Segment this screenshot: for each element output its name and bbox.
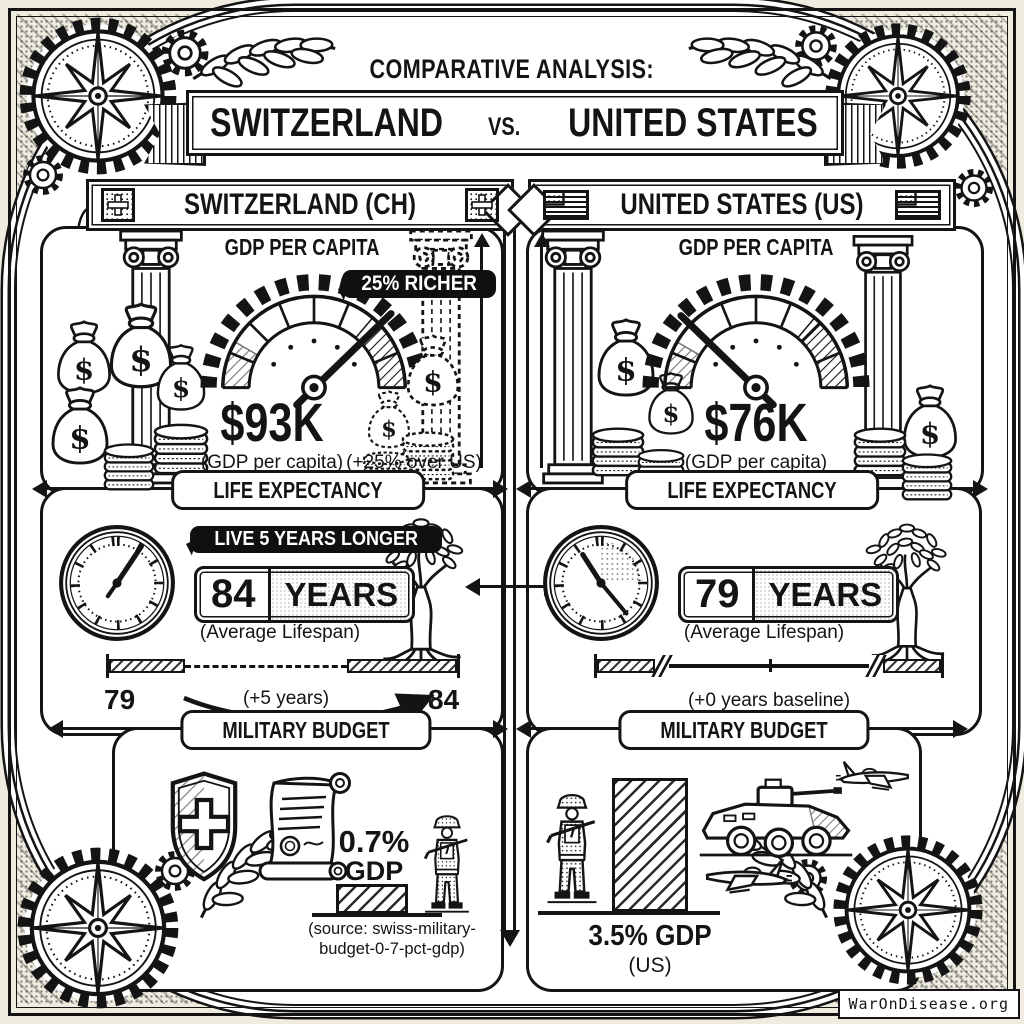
ch-gdp-value: $93K [207, 392, 336, 454]
banner-kicker-label: COMPARATIVE ANALYSIS: [369, 54, 655, 84]
us-gdp-title-label: GDP PER CAPITA [678, 234, 834, 260]
armored-vehicle-icon [696, 770, 856, 860]
coin-stack-icon [100, 440, 158, 492]
compare-arrow [465, 577, 559, 596]
us-life-scale [594, 654, 944, 678]
ch-gdp-note: (+25% over US) [346, 452, 482, 473]
header-switzerland-label: SWITZERLAND (CH) [184, 188, 416, 221]
us-military-value-label: 3.5% GDP [588, 920, 712, 952]
header-united-states: UNITED STATES (US) [507, 179, 956, 237]
ch-life-unit: YEARS [270, 569, 413, 620]
ch-life-caption: (Average Lifespan) [199, 622, 361, 643]
us-gdp-value-label: $76K [704, 393, 808, 453]
title-part-1: SWITZERLAND [210, 100, 444, 145]
ch-life-plate: 84 YEARS [194, 566, 416, 623]
header-united-states-label: UNITED STATES (US) [620, 188, 864, 221]
gear-icon [20, 152, 66, 198]
scale-bar [883, 659, 941, 673]
ch-gdp-title: GDP PER CAPITA [205, 234, 398, 261]
ch-military-title: MILITARY BUDGET [180, 710, 432, 750]
us-military-value: 3.5% GDP [582, 920, 719, 953]
ch-gdp-badge-label: 25% RICHER [361, 272, 477, 295]
ch-budget-baseline [312, 913, 442, 917]
ch-military-unit: GDP [344, 856, 404, 886]
ch-life-delta: (+5 years) [242, 688, 330, 709]
ch-military-value: 0.7% [338, 824, 410, 859]
ch-gdp-value-label: $93K [220, 393, 324, 453]
scale-tick [106, 654, 109, 678]
us-flag-icon [895, 190, 941, 220]
us-life-value: 79 [681, 569, 755, 620]
us-life-caption: (Average Lifespan) [683, 622, 845, 643]
center-divider [503, 226, 516, 932]
ch-military-source-1: (source: swiss-military- [308, 920, 476, 938]
up-arrow [473, 233, 490, 468]
gdp-gauge-us-icon [634, 266, 878, 409]
us-life-title-label: LIFE EXPECTANCY [667, 477, 837, 503]
clock-ch-icon [56, 522, 178, 644]
scale-break [651, 655, 673, 677]
watermark: WarOnDisease.org [837, 989, 1020, 1019]
ch-gdp-caption: (GDP per capita) [200, 452, 344, 473]
us-life-unit: YEARS [754, 569, 897, 620]
us-military-title-label: MILITARY BUDGET [660, 717, 828, 743]
inner-frame [16, 16, 1008, 1008]
fighter-jet-icon [700, 848, 792, 902]
title-part-2: UNITED STATES [567, 100, 818, 145]
ch-life-scale [106, 654, 460, 678]
scale-break [865, 655, 887, 677]
ch-life-badge: LIVE 5 YEARS LONGER [190, 526, 443, 553]
us-life-plate: 79 YEARS [678, 566, 900, 623]
shield-cross-icon [156, 764, 252, 884]
scale-tick [941, 654, 944, 678]
header-switzerland: SWITZERLAND (CH) [86, 179, 535, 237]
divider-down-arrow [499, 930, 520, 947]
scale-bar [109, 659, 185, 673]
ch-military-title-label: MILITARY BUDGET [222, 717, 390, 743]
us-gdp-value: $76K [691, 392, 820, 454]
ch-budget-bar [336, 884, 408, 914]
us-budget-bar [612, 778, 688, 912]
clock-us-icon [540, 522, 662, 644]
us-gdp-title: GDP PER CAPITA [659, 234, 852, 261]
laurel-icon [188, 11, 343, 95]
swiss-flag-icon [465, 188, 499, 222]
gdp-gauge-ch-icon [192, 266, 436, 409]
us-budget-baseline [538, 911, 720, 915]
fighter-jet-icon [836, 752, 914, 798]
gear-icon [952, 166, 996, 210]
ch-military-source-2: budget-0-7-pct-gdp) [319, 940, 465, 958]
scale-bar [597, 659, 655, 673]
ch-life-badge-label: LIVE 5 YEARS LONGER [214, 528, 419, 550]
scale-tick [594, 654, 597, 678]
ch-life-title: LIFE EXPECTANCY [171, 470, 425, 510]
title-vs: VS. [488, 112, 521, 141]
ch-life-value: 84 [197, 569, 271, 620]
us-life-delta: (+0 years baseline) [687, 690, 851, 711]
us-flag-icon [543, 190, 589, 220]
title-ribbon: SWITZERLAND VS. UNITED STATES [186, 90, 844, 156]
ch-gdp-badge: 25% RICHER [342, 270, 497, 298]
scale-tick [457, 654, 460, 678]
soldier-icon [422, 810, 472, 915]
us-military-title: MILITARY BUDGET [618, 710, 870, 750]
ch-life-title-label: LIFE EXPECTANCY [213, 477, 383, 503]
coin-stack-icon [898, 450, 956, 502]
us-gdp-caption: (GDP per capita) [684, 452, 828, 473]
us-military-caption: (US) [628, 954, 672, 977]
scale-dash [185, 664, 347, 668]
laurel-icon [682, 11, 837, 95]
scale-bar [347, 659, 457, 673]
banner-kicker: COMPARATIVE ANALYSIS: [0, 54, 1024, 85]
scale-line [669, 659, 869, 672]
swiss-flag-icon [101, 188, 135, 222]
ch-gdp-title-label: GDP PER CAPITA [224, 234, 380, 260]
up-arrow [533, 233, 550, 468]
us-life-title: LIFE EXPECTANCY [625, 470, 879, 510]
outer-frame [8, 8, 1016, 1016]
ch-scale-start: 79 [104, 684, 136, 715]
soldier-icon [544, 788, 600, 906]
